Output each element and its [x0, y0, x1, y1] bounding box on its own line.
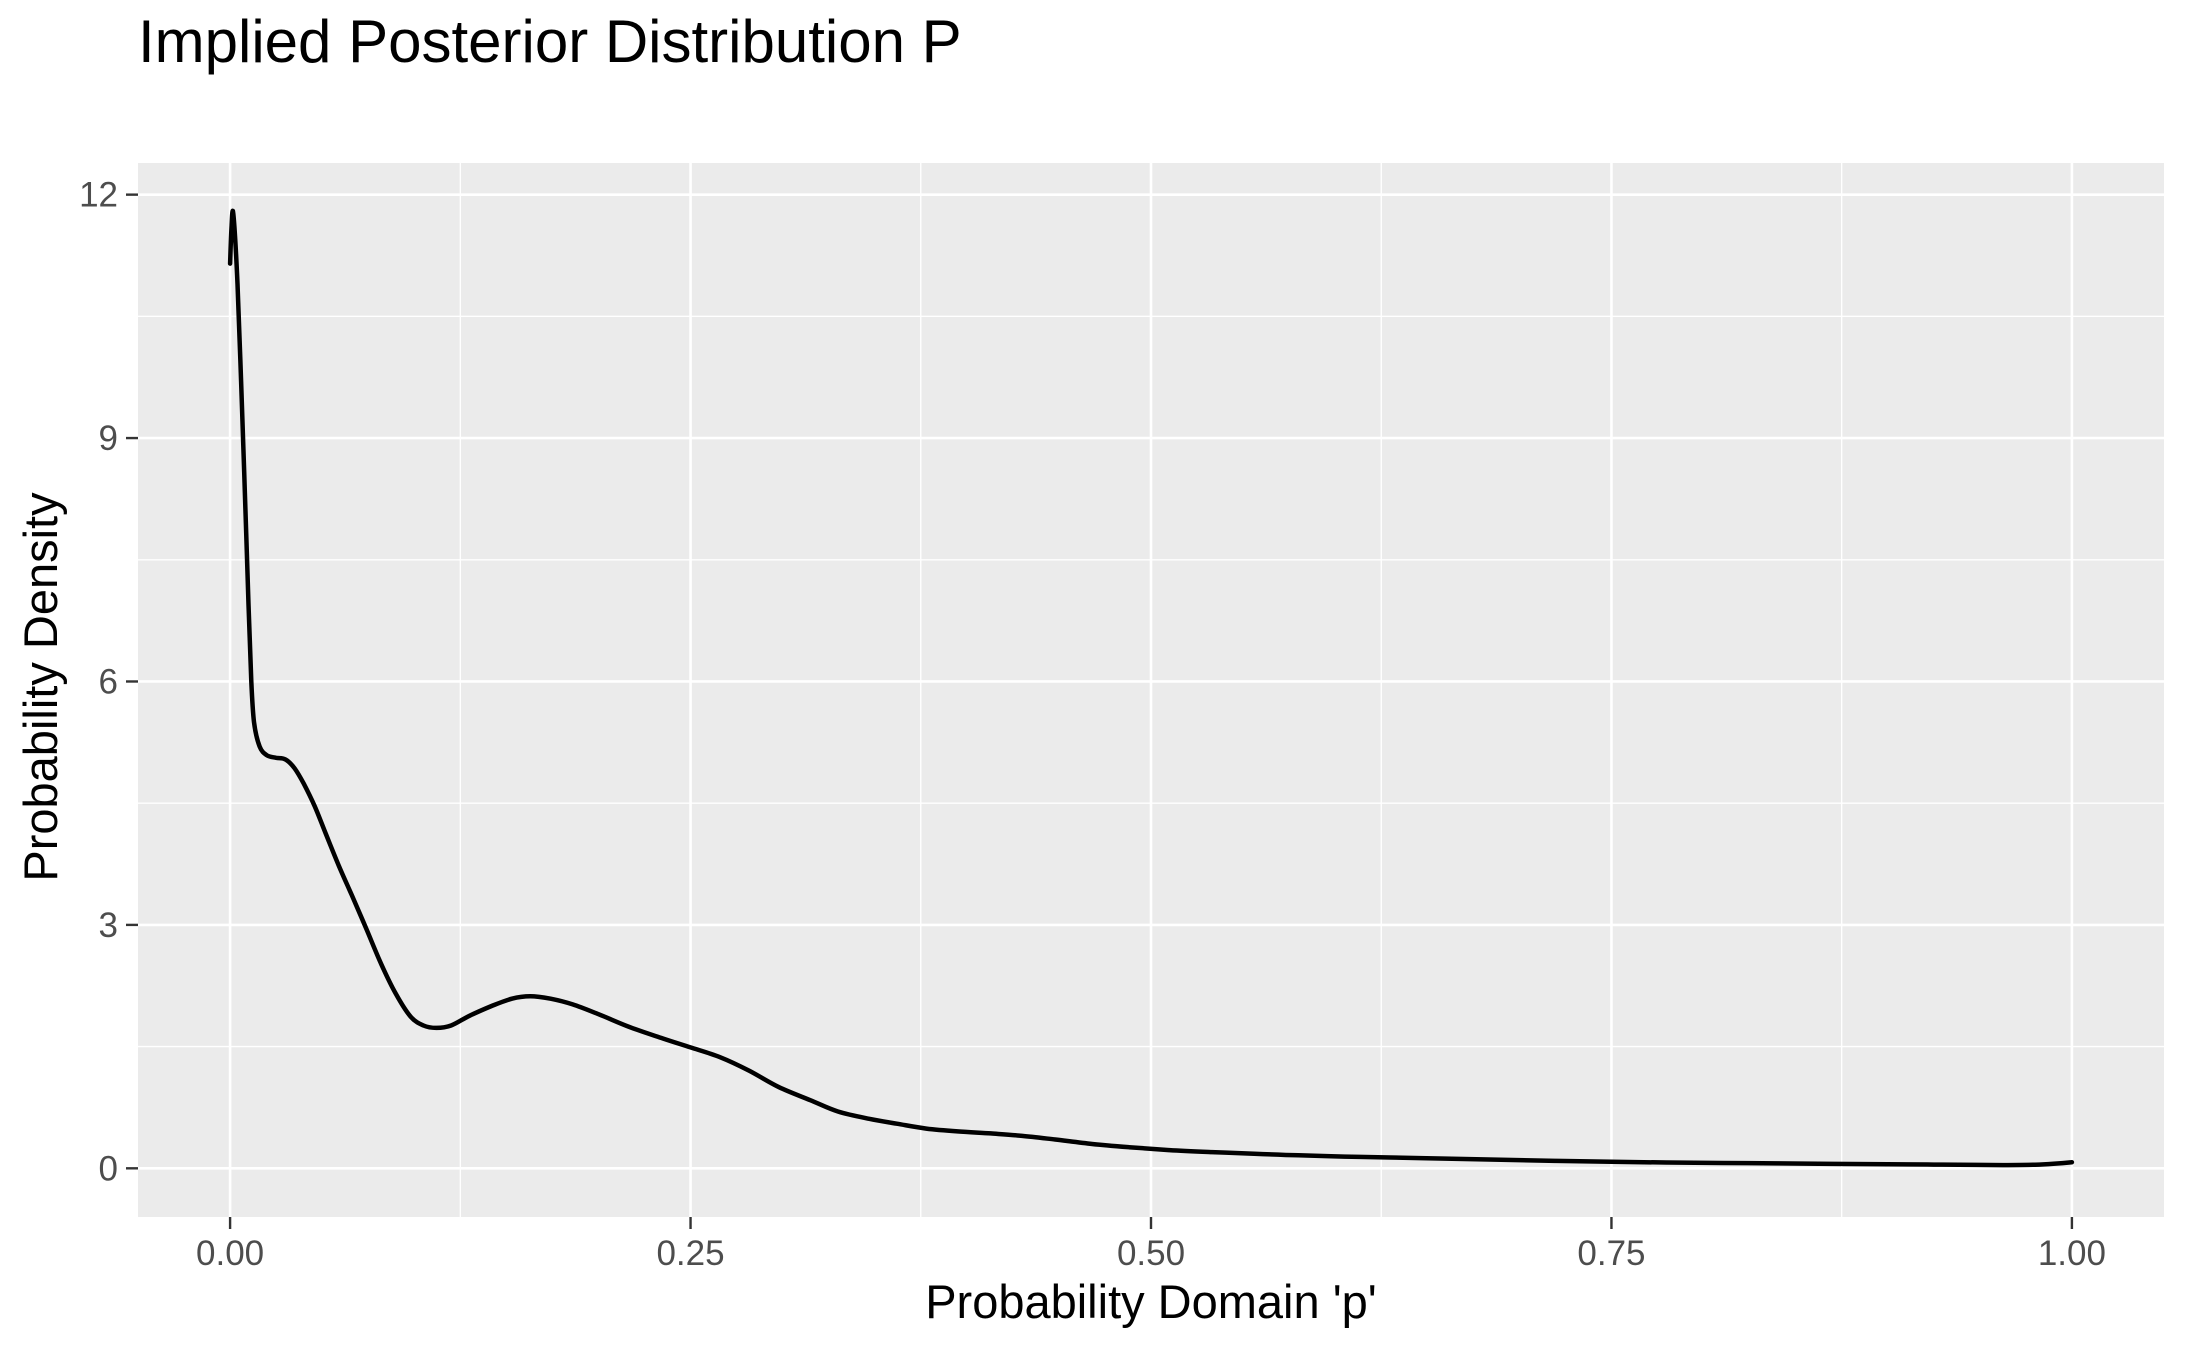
- major-gridlines: [138, 163, 2164, 1217]
- y-axis-title: Probability Density: [14, 492, 67, 882]
- x-tick-label: 0.75: [1577, 1234, 1645, 1273]
- x-axis-tick-labels: 0.00 0.25 0.50 0.75 1.00: [196, 1234, 2106, 1273]
- y-tick-label: 9: [99, 419, 118, 458]
- y-axis-tick-labels: 0 3 6 9 12: [79, 176, 118, 1189]
- y-tick-label: 12: [79, 176, 118, 215]
- x-tick-label: 0.00: [196, 1234, 264, 1273]
- y-tick-label: 0: [99, 1149, 118, 1188]
- x-axis-tick-marks: [228, 1217, 2074, 1229]
- y-axis-tick-marks: [126, 193, 138, 1170]
- y-tick-label: 3: [99, 906, 118, 945]
- plot-title: Implied Posterior Distribution P: [138, 8, 962, 75]
- density-curve: [227, 208, 2075, 1168]
- y-tick-label: 6: [99, 662, 118, 701]
- x-tick-label: 0.25: [656, 1234, 724, 1273]
- x-tick-label: 1.00: [2038, 1234, 2106, 1273]
- x-axis-title: Probability Domain 'p': [925, 1275, 1377, 1328]
- x-tick-label: 0.50: [1117, 1234, 1185, 1273]
